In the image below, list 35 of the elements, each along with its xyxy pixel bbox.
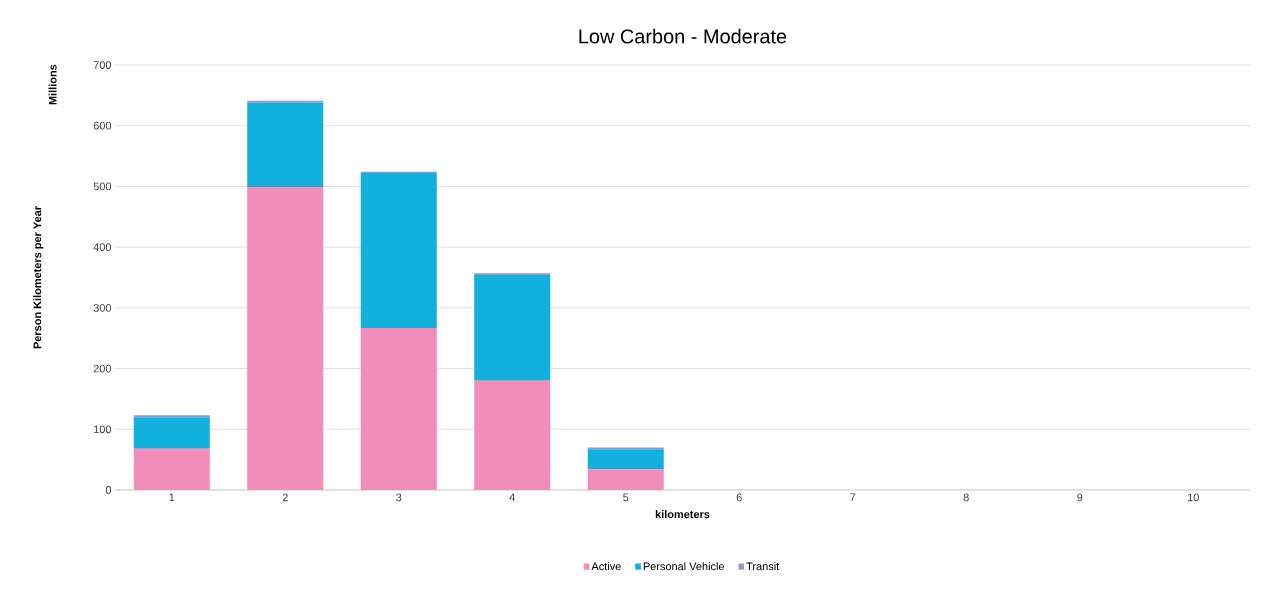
y-tick-label: 700 (93, 61, 112, 69)
y-tick-label: 600 (93, 121, 112, 130)
x-tick-label: 7 (850, 493, 856, 502)
bar (247, 102, 324, 188)
bar (360, 173, 437, 328)
bar (474, 275, 551, 381)
x-axis-title: kilometers (655, 510, 710, 519)
bar (247, 187, 324, 490)
bar (587, 469, 664, 490)
y-tick-label: 500 (93, 182, 112, 191)
chart-title: Low Carbon - Moderate (579, 28, 787, 44)
y-axis-title: Person Kilometers per Year (33, 206, 44, 349)
bar (587, 449, 664, 470)
x-tick-label: 3 (396, 493, 402, 502)
bar (474, 380, 551, 490)
legend-label: Transit (746, 562, 780, 571)
x-tick-label: 2 (282, 493, 288, 502)
y-tick-label: 200 (93, 364, 112, 373)
y-tick-label: 0 (105, 486, 112, 494)
legend-label: Active (591, 562, 621, 571)
y-tick-label: 300 (93, 303, 112, 312)
text: Millions (48, 64, 57, 105)
y-tick-label: 400 (93, 243, 112, 252)
legend-label: Personal Vehicle (643, 562, 725, 571)
bar (133, 448, 210, 490)
x-tick-label: 4 (509, 493, 515, 502)
x-tick-label: 5 (623, 493, 629, 502)
bar (360, 327, 437, 490)
x-tick-label: 10 (1187, 493, 1199, 502)
x-tick-label: 6 (736, 493, 742, 502)
x-tick-label: 1 (169, 493, 175, 502)
y-tick-label: 100 (94, 425, 112, 434)
bar (133, 417, 210, 449)
x-tick-label: 8 (963, 493, 969, 502)
x-tick-label: 9 (1077, 493, 1083, 502)
